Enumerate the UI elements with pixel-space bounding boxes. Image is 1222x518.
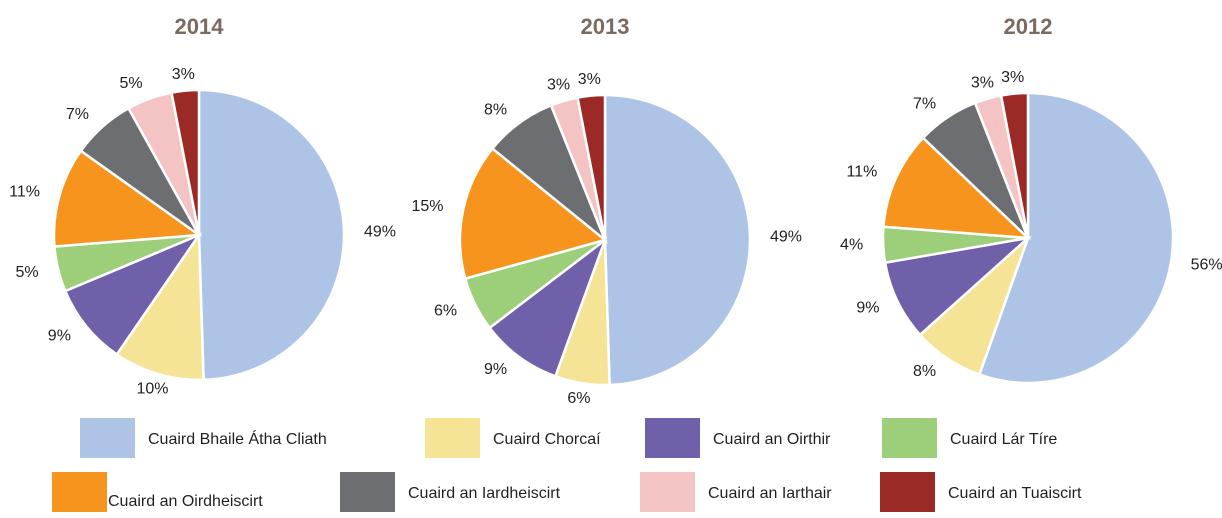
pie-slice — [52, 149, 203, 248]
pie-slice — [197, 88, 346, 382]
pie-slice — [882, 136, 1032, 240]
data-label: 9% — [48, 328, 71, 345]
pie-slice — [487, 236, 608, 378]
legend-label: Cuaird an Oirdheiscirt — [108, 493, 263, 510]
data-label: 5% — [16, 264, 39, 281]
legend-swatch — [882, 418, 937, 458]
pie-slice — [458, 146, 608, 281]
pie-slice — [170, 88, 201, 236]
pie-slice — [883, 236, 1033, 337]
legend-swatch — [52, 472, 107, 512]
data-label: 10% — [136, 381, 168, 398]
data-label: 11% — [846, 164, 877, 181]
data-label: 3% — [547, 77, 570, 94]
data-label: 6% — [434, 303, 457, 320]
data-label: 49% — [364, 224, 396, 241]
data-label: 15% — [411, 198, 443, 215]
chart-title: 2014 — [175, 14, 225, 39]
legend-swatch — [80, 418, 135, 458]
data-label: 8% — [913, 363, 936, 380]
legend-label: Cuaird an Oirthir — [713, 431, 831, 448]
pie-slice — [63, 232, 203, 357]
data-label: 6% — [567, 390, 590, 407]
chart-title: 2013 — [581, 14, 630, 39]
pie-slice — [576, 93, 607, 241]
data-label: 11% — [9, 183, 40, 200]
legend-label: Cuaird an Iarthair — [708, 485, 832, 502]
legend-label: Cuaird Lár Tíre — [950, 431, 1057, 448]
legend-swatch — [340, 472, 395, 512]
data-label: 9% — [484, 361, 507, 378]
legend-swatch — [880, 472, 935, 512]
data-label: 3% — [971, 74, 994, 91]
pie-slice — [999, 91, 1030, 239]
data-label: 3% — [1001, 69, 1024, 86]
data-label: 9% — [856, 299, 879, 316]
data-label: 8% — [484, 102, 507, 119]
data-label: 49% — [770, 229, 802, 246]
legend-swatch — [645, 418, 700, 458]
legend-swatch — [640, 472, 695, 512]
legend-label: Cuaird an Tuaiscirt — [948, 485, 1082, 502]
legend-label: Cuaird Bhaile Átha Cliath — [148, 429, 327, 448]
legend-swatch — [425, 418, 480, 458]
data-label: 3% — [578, 71, 601, 88]
pie-slice — [977, 91, 1175, 385]
data-label: 3% — [172, 66, 195, 83]
data-label: 7% — [913, 96, 936, 113]
pie-slice — [603, 93, 752, 387]
data-label: 5% — [119, 75, 142, 92]
pie-slice — [115, 231, 205, 382]
data-label: 4% — [840, 237, 863, 254]
data-label: 56% — [1191, 257, 1222, 274]
legend-label: Cuaird Chorcaí — [493, 431, 601, 448]
chart-title: 2012 — [1004, 14, 1053, 39]
legend-label: Cuaird an Iardheiscirt — [408, 485, 561, 502]
data-label: 7% — [66, 106, 89, 123]
